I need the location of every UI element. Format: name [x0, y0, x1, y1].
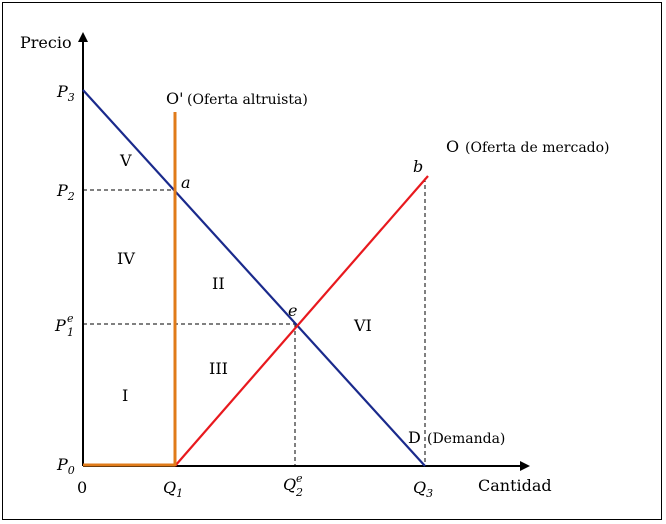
demand-curve — [82, 89, 426, 467]
svg-text:(Oferta de mercado): (Oferta de mercado) — [465, 140, 610, 156]
tick-label-p2: P2 — [56, 181, 75, 203]
demand-label: D (Demanda) — [408, 428, 505, 447]
point-b-label: b — [413, 157, 423, 176]
diagram-frame — [2, 2, 662, 520]
y-axis-label: Precio — [20, 33, 72, 52]
origin-label: 0 — [77, 478, 87, 497]
tick-label-p1e: P 1 e — [54, 312, 74, 339]
tick-label-p3: P3 — [56, 82, 75, 104]
svg-text:P0: P0 — [56, 455, 75, 477]
svg-text:P2: P2 — [56, 181, 75, 203]
svg-text:Q: Q — [283, 475, 296, 494]
svg-text:Q3: Q3 — [413, 478, 433, 500]
point-e-label: e — [288, 301, 297, 320]
svg-text:2: 2 — [295, 486, 303, 499]
market-supply-label: O (Oferta de mercado) — [446, 137, 610, 156]
point-a-label: a — [181, 173, 191, 192]
svg-text:P3: P3 — [56, 82, 75, 104]
svg-text:e: e — [67, 312, 74, 325]
region-ii-label: II — [212, 274, 225, 293]
svg-text:P: P — [54, 316, 66, 335]
svg-text:O: O — [446, 137, 459, 156]
region-vi-label: VI — [353, 316, 372, 335]
svg-text:(Oferta altruista): (Oferta altruista) — [187, 92, 308, 108]
svg-text:(Demanda): (Demanda) — [427, 431, 505, 447]
svg-text:D: D — [408, 428, 421, 447]
svg-text:O': O' — [166, 89, 184, 108]
region-iii-label: III — [209, 359, 228, 378]
svg-text:e: e — [296, 472, 303, 485]
tick-label-p0: P0 — [56, 455, 75, 477]
region-v-label: V — [119, 151, 132, 170]
region-iv-label: IV — [117, 249, 135, 268]
altruist-supply-label: O' (Oferta altruista) — [166, 89, 308, 108]
tick-label-q1: Q1 — [163, 478, 183, 500]
region-i-label: I — [122, 386, 128, 405]
svg-text:Q1: Q1 — [163, 478, 183, 500]
tick-label-q2e: Q 2 e — [283, 472, 303, 499]
tick-label-q3: Q3 — [413, 478, 433, 500]
market-supply-curve — [174, 175, 429, 467]
x-axis-label: Cantidad — [478, 476, 552, 495]
svg-text:1: 1 — [67, 326, 74, 339]
